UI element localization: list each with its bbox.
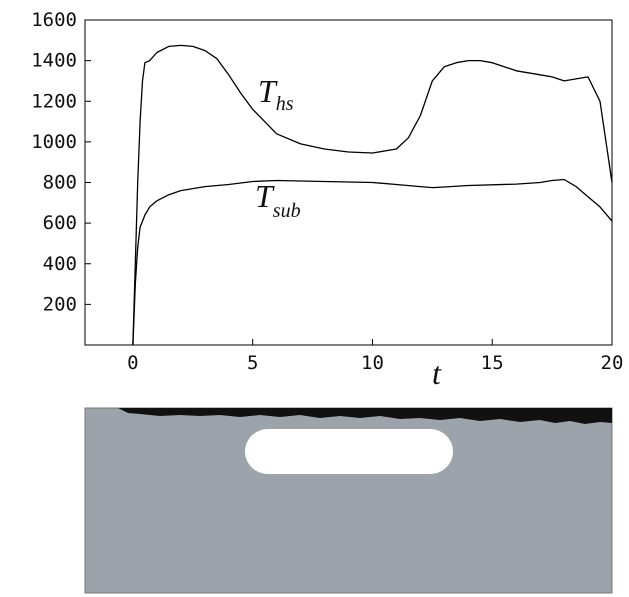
- x-tick-label: 0: [127, 352, 138, 374]
- y-tick-label: 800: [43, 172, 77, 194]
- temperature-chart: 200 400 600 800 1000 1200 1400 1600 0 5 10 15 20 Th…: [31, 9, 623, 391]
- y-tick-label: 600: [43, 212, 77, 234]
- x-axis: 0 5 10 15 20: [127, 339, 623, 374]
- x-tick-label: 5: [247, 352, 258, 374]
- panel-hotspot: [245, 429, 453, 474]
- x-tick-label: 20: [601, 352, 624, 374]
- series-label-sub: Tsub: [255, 178, 301, 222]
- y-tick-label: 1200: [31, 90, 77, 112]
- series-label-hs-main: T: [258, 73, 278, 109]
- y-tick-label: 400: [43, 253, 77, 275]
- x-tick-label: 10: [361, 352, 384, 374]
- y-tick-label: 200: [43, 293, 77, 315]
- y-tick-label: 1600: [31, 9, 77, 31]
- y-axis: 200 400 600 800 1000 1200 1400 1600: [31, 9, 91, 315]
- x-tick-label: 15: [481, 352, 504, 374]
- series-label-sub-main: T: [255, 178, 275, 214]
- panel-top-band: [118, 408, 612, 424]
- series-line-sub: [132, 178, 613, 346]
- series-label-hs: Ths: [258, 73, 294, 115]
- series-label-sub-sub: sub: [273, 200, 301, 222]
- x-axis-label: t: [432, 355, 442, 391]
- simulation-panel: [84, 407, 613, 594]
- series-layer: [132, 44, 613, 346]
- series-label-hs-sub: hs: [276, 93, 294, 115]
- y-tick-label: 1000: [31, 131, 77, 153]
- y-tick-label: 1400: [31, 50, 77, 72]
- series-line-hs: [132, 44, 613, 346]
